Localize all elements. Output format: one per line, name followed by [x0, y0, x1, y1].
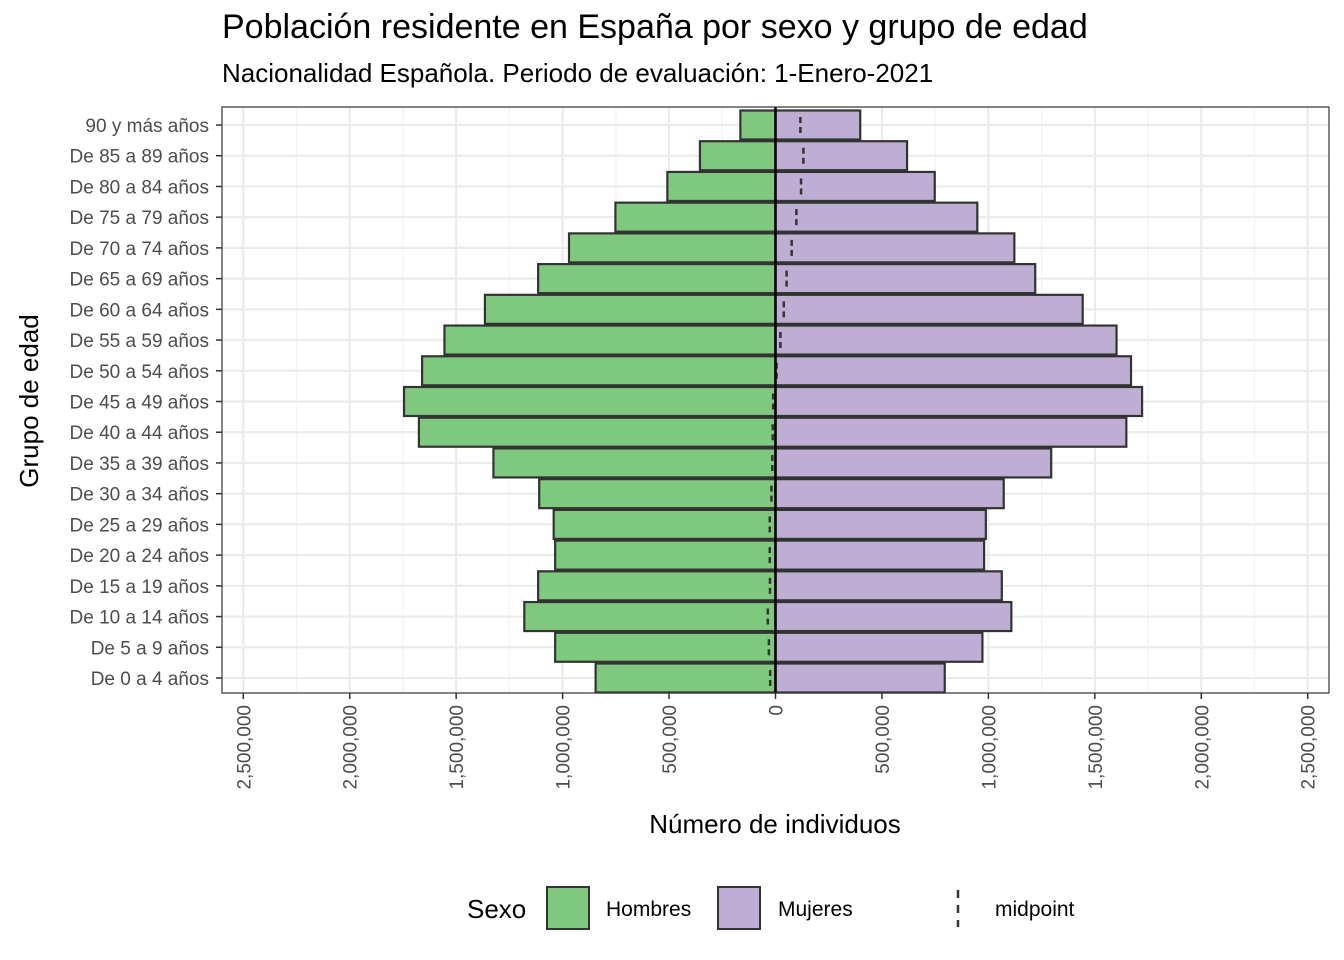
y-tick-label: De 20 a 24 años	[70, 546, 209, 567]
bar-mujeres	[774, 355, 1133, 387]
y-tick-label: De 75 a 79 años	[70, 208, 209, 229]
bar-mujeres	[774, 570, 1003, 602]
bar-mujeres	[774, 508, 987, 540]
bar-hombres	[698, 140, 777, 172]
bar-hombres	[594, 662, 777, 694]
bars-layer	[402, 109, 1144, 694]
legend: Sexo Hombres Mujeres midpoint	[467, 886, 1075, 930]
chart-title: Población residente en España por sexo y…	[222, 8, 1088, 46]
y-tick-label: 90 y más años	[85, 116, 209, 137]
bar-mujeres	[774, 170, 936, 203]
y-tick-label: De 25 a 29 años	[70, 515, 209, 536]
bar-hombres	[554, 631, 777, 663]
bar-hombres	[483, 293, 777, 325]
x-tick-label: 500,000	[873, 705, 894, 774]
bar-mujeres	[774, 539, 986, 571]
y-tick-label: De 5 a 9 años	[91, 638, 209, 659]
bar-hombres	[552, 508, 777, 540]
x-tick-label: 2,000,000	[1192, 705, 1213, 790]
x-tick-label: 2,500,000	[234, 705, 255, 790]
bar-mujeres	[774, 140, 909, 172]
legend-swatch-mujeres	[717, 886, 761, 930]
bar-mujeres	[774, 293, 1084, 325]
y-tick-label: De 10 a 14 años	[70, 608, 209, 629]
legend-label-hombres: Hombres	[606, 898, 691, 921]
bar-hombres	[402, 385, 777, 418]
legend-label-midpoint: midpoint	[995, 898, 1075, 921]
y-tick-label: De 55 a 59 años	[70, 331, 209, 352]
bar-mujeres	[774, 631, 984, 663]
x-axis-title: Número de individuos	[649, 809, 900, 839]
bar-mujeres	[774, 478, 1005, 510]
bar-mujeres	[774, 324, 1118, 356]
midpoint-layer	[766, 117, 805, 686]
y-axis: De 0 a 4 años De 5 a 9 años De 10 a 14 año…	[70, 116, 222, 690]
bar-mujeres	[774, 447, 1053, 479]
bar-hombres	[614, 201, 777, 233]
bar-hombres	[523, 600, 777, 633]
y-tick-label: De 70 a 74 años	[70, 239, 209, 260]
bar-mujeres	[774, 662, 946, 694]
bar-hombres	[492, 447, 777, 479]
bar-hombres	[537, 570, 777, 602]
y-tick-label: De 45 a 49 años	[70, 393, 209, 414]
bar-hombres	[421, 355, 777, 387]
legend-swatch-hombres	[546, 886, 590, 930]
bar-hombres	[538, 478, 777, 510]
x-tick-label: 500,000	[660, 705, 681, 774]
y-axis-title: Grupo de edad	[14, 314, 44, 487]
bar-hombres	[666, 170, 777, 203]
x-tick-label: 1,000,000	[554, 705, 575, 790]
bar-hombres	[417, 416, 777, 448]
bar-mujeres	[774, 109, 862, 141]
x-tick-label: 1,000,000	[979, 705, 1000, 790]
legend-title: Sexo	[467, 894, 526, 924]
x-tick-label: 2,000,000	[341, 705, 362, 790]
bar-hombres	[739, 109, 777, 141]
y-tick-label: De 60 a 64 años	[70, 300, 209, 321]
chart-subtitle: Nacionalidad Española. Periodo de evalua…	[222, 58, 934, 88]
bar-hombres	[567, 232, 777, 264]
bar-hombres	[537, 263, 777, 295]
bar-mujeres	[774, 600, 1013, 633]
y-tick-label: De 40 a 44 años	[70, 423, 209, 444]
bar-mujeres	[774, 232, 1016, 264]
y-tick-label: De 0 a 4 años	[91, 669, 209, 690]
bar-mujeres	[774, 385, 1144, 418]
y-tick-label: De 50 a 54 años	[70, 362, 209, 383]
bar-hombres	[554, 539, 777, 571]
y-tick-label: De 35 a 39 años	[70, 454, 209, 475]
y-tick-label: De 30 a 34 años	[70, 485, 209, 506]
y-tick-label: De 80 a 84 años	[70, 177, 209, 198]
y-tick-label: De 65 a 69 años	[70, 270, 209, 291]
y-tick-label: De 85 a 89 años	[70, 147, 209, 168]
bar-mujeres	[774, 201, 979, 233]
y-tick-label: De 15 a 19 años	[70, 577, 209, 598]
x-tick-label: 1,500,000	[447, 705, 468, 790]
x-tick-label: 1,500,000	[1086, 705, 1107, 790]
bar-hombres	[443, 324, 777, 356]
x-tick-label: 2,500,000	[1299, 705, 1320, 790]
x-tick-label: 0	[767, 705, 788, 716]
x-axis: 2,500,000 2,000,000 1,500,000 1,000,000 500,…	[234, 693, 1320, 790]
legend-label-mujeres: Mujeres	[778, 898, 853, 921]
bar-mujeres	[774, 416, 1128, 448]
bar-mujeres	[774, 263, 1037, 295]
